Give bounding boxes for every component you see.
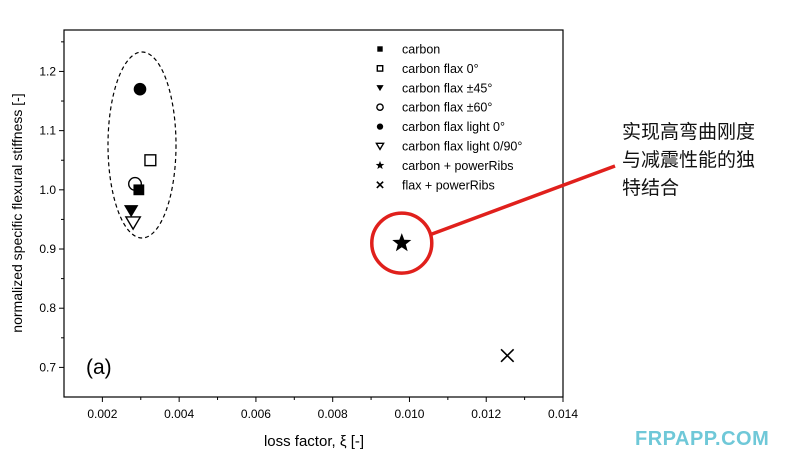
cluster-highlight-ellipse bbox=[107, 51, 177, 239]
annotation-line-1: 实现高弯曲刚度 bbox=[622, 121, 756, 143]
data-point bbox=[144, 154, 157, 167]
marker-stroke bbox=[500, 348, 515, 363]
legend-label: carbon bbox=[402, 43, 440, 57]
data-point bbox=[123, 205, 139, 218]
x-tick-label: 0.004 bbox=[164, 407, 194, 421]
watermark: FRPAPP.COM bbox=[635, 428, 770, 450]
data-point bbox=[124, 216, 142, 231]
data-point bbox=[500, 348, 515, 363]
x-tick-label: 0.006 bbox=[241, 407, 271, 421]
legend-marker bbox=[377, 46, 383, 52]
x-axis-label: loss factor, ξ [-] bbox=[264, 433, 364, 450]
annotation-connector bbox=[431, 164, 616, 236]
legend-label: carbon flax light 0/90° bbox=[402, 140, 522, 154]
data-point bbox=[133, 82, 147, 96]
y-tick-label: 0.8 bbox=[39, 301, 56, 315]
x-tick-label: 0.014 bbox=[548, 407, 578, 421]
marker-stroke bbox=[376, 181, 384, 189]
y-tick-label: 1.2 bbox=[39, 64, 56, 78]
legend-label: carbon flax 0° bbox=[402, 62, 479, 76]
plot-frame bbox=[63, 29, 564, 398]
data-point bbox=[133, 184, 145, 196]
annotation-line-2: 与减震性能的独 bbox=[622, 149, 756, 171]
legend-label: carbon flax ±45° bbox=[402, 81, 492, 95]
legend-marker bbox=[376, 181, 384, 189]
legend-marker bbox=[376, 85, 384, 92]
legend-marker bbox=[376, 103, 384, 112]
legend-marker bbox=[376, 64, 384, 72]
data-point bbox=[392, 233, 412, 252]
axis-ticks: 0.002 0.004 0.006 0.008 0.010 0.012 0.014 0.7 0.… bbox=[39, 41, 578, 421]
highlight-circle bbox=[370, 211, 434, 275]
y-tick-label: 0.9 bbox=[39, 242, 56, 256]
legend-label: carbon + powerRibs bbox=[402, 159, 514, 173]
legend: carbon carbon flax 0° carbon flax ±45° carb… bbox=[375, 43, 522, 192]
legend-label: carbon flax light 0° bbox=[402, 120, 505, 134]
legend-marker bbox=[375, 142, 385, 151]
legend-marker bbox=[375, 160, 385, 170]
data-points bbox=[123, 82, 515, 363]
annotation-text: 实现高弯曲刚度 与减震性能的独 特结合 bbox=[622, 118, 794, 202]
x-tick-label: 0.008 bbox=[318, 407, 348, 421]
y-axis-label: normalized specific flexural stiffness [… bbox=[9, 93, 25, 332]
legend-label: carbon flax ±60° bbox=[402, 101, 492, 115]
annotation-line-3: 特结合 bbox=[622, 177, 680, 199]
y-tick-label: 0.7 bbox=[39, 360, 56, 374]
x-tick-label: 0.002 bbox=[87, 407, 117, 421]
legend-marker bbox=[376, 123, 384, 130]
x-tick-label: 0.012 bbox=[471, 407, 501, 421]
x-tick-label: 0.010 bbox=[394, 407, 424, 421]
y-tick-label: 1.1 bbox=[39, 124, 56, 138]
panel-label: (a) bbox=[86, 356, 112, 379]
y-tick-label: 1.0 bbox=[39, 183, 56, 197]
legend-label: flax + powerRibs bbox=[402, 178, 495, 192]
